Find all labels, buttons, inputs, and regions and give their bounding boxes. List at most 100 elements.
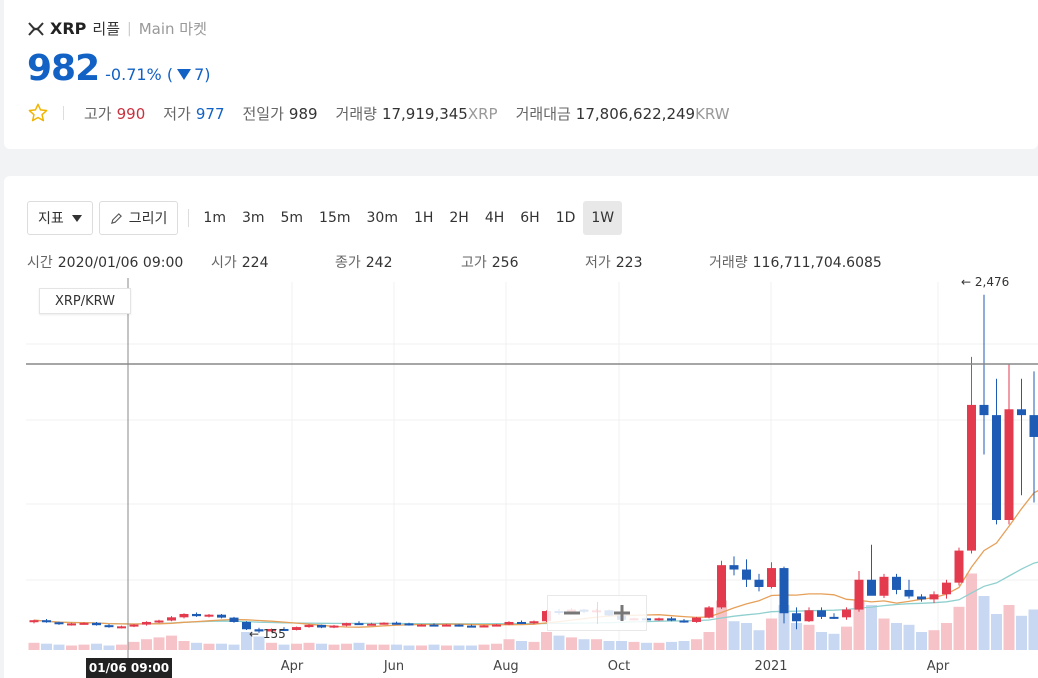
interval-2h[interactable]: 2H	[449, 210, 469, 226]
volume-bar-3	[66, 645, 77, 650]
volume-bar-8	[128, 641, 140, 650]
interval-1w[interactable]: 1W	[583, 201, 623, 235]
volume-bar-40	[528, 641, 540, 650]
volume-bar-41	[541, 632, 552, 650]
candle-body-32	[429, 624, 439, 627]
zoom-out-button[interactable]	[548, 596, 597, 630]
x-tick-label-5: Apr	[927, 659, 950, 674]
volume-bar-33	[441, 645, 452, 650]
candle-body-23	[317, 624, 326, 628]
candle-body-1	[42, 620, 51, 623]
volume-bar-46	[603, 641, 615, 650]
volume-bar-71	[916, 632, 927, 650]
ohlc-low: 저가 223	[585, 255, 643, 271]
ohlc-open: 시가 224	[211, 255, 269, 271]
indicator-dropdown[interactable]: 지표	[27, 201, 93, 235]
minus-icon	[564, 611, 581, 615]
interval-1h[interactable]: 1H	[413, 210, 434, 226]
interval-4h[interactable]: 4H	[484, 210, 505, 226]
candle-body-79	[1017, 409, 1026, 416]
interval-group: 1m 3m 5m 15m 30m 1H 2H 4H 6H 1D 1W	[195, 201, 623, 235]
candle-body-34	[454, 624, 464, 627]
volume-bar-74	[953, 606, 965, 650]
volume-bar-29	[391, 644, 402, 650]
candle-body-75	[967, 404, 976, 551]
volume-bar-55	[716, 600, 727, 650]
candle-body-72	[929, 594, 939, 600]
candle-body-53	[692, 617, 701, 622]
candle-body-60	[779, 568, 789, 614]
interval-15m[interactable]: 15m	[319, 210, 351, 226]
volume-bar-53	[691, 639, 702, 650]
candle-body-35	[467, 625, 476, 628]
candle-body-9	[142, 621, 151, 625]
candle-body-39	[517, 621, 526, 624]
interval-3m[interactable]: 3m	[241, 210, 265, 226]
stat-low: 저가 977	[163, 104, 225, 123]
price-row: 982 -0.71% (7)	[27, 48, 211, 89]
volume-bar-17	[241, 632, 252, 650]
zoom-in-button[interactable]	[598, 596, 647, 630]
crosshair-x-label-bg	[86, 658, 172, 678]
volume-bar-1	[41, 643, 52, 650]
volume-bar-28	[378, 644, 390, 650]
pair-label: XRP/KRW	[39, 288, 131, 314]
volume-bar-73	[941, 623, 952, 650]
candle-body-2	[54, 622, 64, 625]
plus-icon	[613, 605, 630, 621]
volume-bar-36	[478, 644, 490, 650]
interval-1d[interactable]: 1D	[555, 210, 576, 226]
candle-body-19	[267, 628, 276, 632]
price-chart[interactable]: ← 2,476 ← 155 Apr Jun Aug Oct 2021 Apr 01/06 09:…	[4, 176, 1038, 678]
candle-body-77	[992, 415, 1001, 520]
volume-bar-65	[841, 626, 852, 650]
x-tick-label-2: Aug	[493, 659, 518, 674]
candle-body-30	[404, 623, 414, 626]
candle-body-54	[704, 607, 714, 618]
volume-bar-52	[678, 641, 690, 650]
volume-bar-48	[628, 641, 640, 650]
candle-body-6	[104, 625, 114, 628]
draw-button[interactable]: 그리기	[98, 201, 179, 235]
volume-bar-19	[266, 642, 277, 650]
favorite-star-icon[interactable]	[27, 102, 49, 124]
crosshair-x-label: 01/06 09:00	[89, 661, 169, 675]
volume-bar-32	[428, 644, 440, 650]
candle-body-24	[329, 625, 339, 628]
volume-bar-66	[853, 600, 865, 650]
volume-bar-62	[803, 624, 815, 650]
volume-bar-2	[53, 644, 65, 650]
candle-body-37	[492, 624, 501, 627]
volume-bar-47	[616, 641, 627, 650]
candle-body-14	[204, 614, 214, 617]
chart-toolbar: 지표 그리기 1m 3m 5m 15m 30m 1H 2H 4H 6H 1D 1W	[27, 201, 623, 235]
interval-6h[interactable]: 6H	[520, 210, 540, 226]
candle-body-66	[854, 579, 864, 610]
candle-body-18	[254, 629, 264, 632]
x-tick-label-0: Apr	[281, 659, 304, 674]
caret-down-icon	[71, 214, 82, 222]
candle-body-78	[1004, 409, 1014, 520]
candle-body-16	[229, 617, 239, 622]
x-tick-label-4: 2021	[754, 659, 787, 674]
ohlc-time: 시간 2020/01/06 09:00	[27, 255, 184, 271]
volume-bar-70	[903, 624, 915, 650]
volume-bar-56	[728, 621, 740, 650]
candle-body-52	[679, 620, 689, 623]
interval-5m[interactable]: 5m	[280, 210, 304, 226]
volume-bar-50	[653, 642, 665, 650]
candle-body-41	[542, 611, 551, 622]
interval-1m[interactable]: 1m	[203, 210, 226, 226]
volume-bar-20	[278, 644, 290, 650]
candle-body-63	[817, 610, 826, 617]
interval-30m[interactable]: 30m	[366, 210, 398, 226]
volume-bar-57	[741, 623, 752, 650]
volume-bar-22	[303, 642, 315, 650]
volume-bar-61	[791, 623, 802, 650]
triangle-down-icon	[177, 69, 192, 80]
volume-bar-72	[928, 630, 940, 650]
draw-label: 그리기	[128, 211, 168, 227]
volume-bar-43	[566, 637, 577, 650]
min-price-label: ← 155	[249, 627, 286, 641]
toolbar-divider	[188, 209, 190, 227]
